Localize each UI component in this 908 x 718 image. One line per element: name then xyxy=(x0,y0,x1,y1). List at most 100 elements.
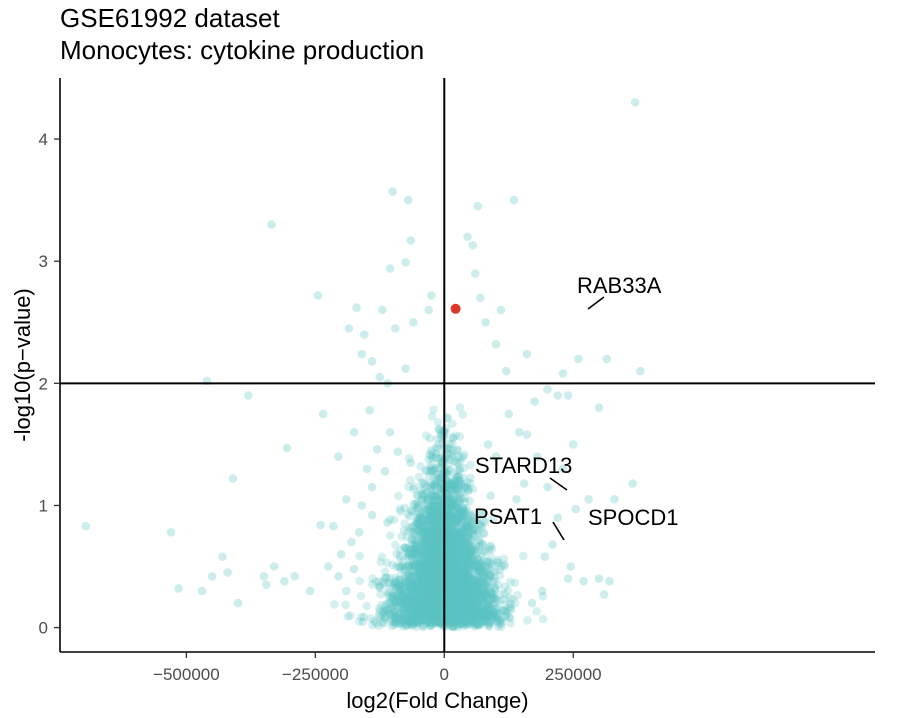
label-leader-line xyxy=(552,521,565,541)
data-point xyxy=(424,606,434,615)
data-point xyxy=(370,616,379,626)
data-point xyxy=(435,578,444,587)
data-point xyxy=(431,616,441,626)
data-point xyxy=(543,482,552,492)
data-point xyxy=(474,555,483,564)
data-point xyxy=(455,544,465,553)
data-point xyxy=(421,600,431,609)
data-point xyxy=(429,568,439,578)
data-point xyxy=(433,560,443,569)
data-point xyxy=(436,601,446,610)
data-point xyxy=(410,617,420,627)
data-point xyxy=(430,549,440,558)
data-point xyxy=(431,532,441,542)
data-point xyxy=(468,615,478,624)
data-point xyxy=(445,562,454,572)
data-point xyxy=(457,515,467,524)
data-point xyxy=(427,590,437,599)
data-point xyxy=(599,590,609,599)
data-point xyxy=(481,318,490,327)
data-point xyxy=(482,614,491,624)
data-point xyxy=(426,510,436,519)
data-point xyxy=(425,505,435,514)
data-point xyxy=(433,603,442,613)
data-point xyxy=(486,491,496,501)
data-point xyxy=(454,609,464,619)
data-point xyxy=(434,566,444,576)
data-point xyxy=(418,576,427,586)
data-point xyxy=(462,550,472,560)
data-point xyxy=(463,617,473,626)
data-point xyxy=(424,592,433,602)
data-point xyxy=(427,546,437,556)
data-point xyxy=(390,611,399,621)
data-point xyxy=(540,552,550,561)
data-point xyxy=(465,610,475,619)
data-point xyxy=(483,600,493,610)
data-point xyxy=(455,432,465,441)
data-point xyxy=(410,550,420,560)
data-point xyxy=(280,576,289,586)
data-point xyxy=(467,587,476,597)
data-point xyxy=(461,508,470,518)
data-point xyxy=(397,603,407,613)
data-point xyxy=(385,427,395,437)
data-point xyxy=(425,594,435,603)
data-point xyxy=(413,594,423,604)
data-point xyxy=(434,592,444,601)
data-point xyxy=(396,608,406,618)
data-point xyxy=(400,519,410,528)
data-point xyxy=(417,527,426,537)
data-point xyxy=(636,366,645,376)
data-point xyxy=(453,586,463,596)
data-point xyxy=(375,372,385,382)
data-point xyxy=(466,558,475,568)
data-point xyxy=(484,617,493,627)
data-point xyxy=(423,496,432,506)
data-point xyxy=(453,511,463,521)
data-point xyxy=(410,603,420,612)
data-point xyxy=(481,587,490,596)
data-point xyxy=(434,596,443,606)
data-point xyxy=(445,604,454,614)
data-point xyxy=(425,598,434,608)
data-point xyxy=(488,600,498,610)
data-point xyxy=(428,606,437,616)
data-point xyxy=(453,596,463,606)
data-point xyxy=(462,562,472,572)
data-point xyxy=(424,517,434,526)
data-point xyxy=(425,575,434,585)
data-point xyxy=(444,606,454,615)
data-point xyxy=(459,580,468,590)
data-point xyxy=(388,601,398,610)
data-point xyxy=(388,604,397,613)
data-point xyxy=(436,569,445,579)
data-point xyxy=(433,583,442,593)
data-point xyxy=(470,618,480,628)
data-point xyxy=(362,464,372,474)
data-point xyxy=(476,538,486,548)
data-point xyxy=(448,583,458,593)
data-point xyxy=(478,616,487,626)
data-point xyxy=(422,599,431,609)
data-point xyxy=(434,425,444,434)
data-point xyxy=(435,583,444,593)
data-point xyxy=(584,495,593,504)
data-point xyxy=(462,582,472,591)
data-point xyxy=(430,609,440,618)
data-point xyxy=(432,594,442,604)
data-point xyxy=(431,605,440,615)
data-point xyxy=(423,604,433,613)
data-point xyxy=(434,463,443,472)
data-point xyxy=(410,527,420,536)
highlighted-point xyxy=(450,303,461,314)
data-point xyxy=(244,391,253,400)
data-point xyxy=(471,598,481,608)
data-point xyxy=(425,561,434,571)
data-point xyxy=(336,550,346,559)
data-point xyxy=(483,581,492,590)
data-point xyxy=(431,553,440,562)
data-point xyxy=(482,590,491,600)
data-point xyxy=(473,582,482,591)
data-point xyxy=(447,582,456,592)
